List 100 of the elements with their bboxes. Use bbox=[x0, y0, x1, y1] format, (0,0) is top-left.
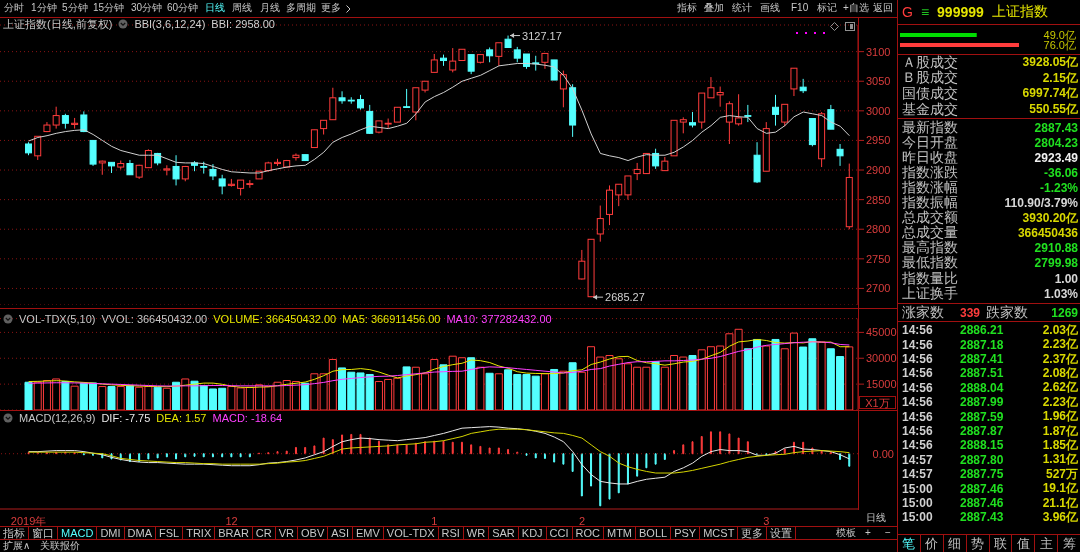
text: 昨日收盘 bbox=[902, 148, 958, 165]
text: CR bbox=[255, 527, 272, 539]
text: 2.37亿 bbox=[1042, 350, 1078, 367]
y-tick-label: 2750 bbox=[866, 252, 891, 265]
text: 势 bbox=[971, 536, 985, 551]
chart-title: 上证指数(日线,前复权) bbox=[3, 16, 113, 32]
text: 总成交额 bbox=[902, 209, 958, 226]
x-tick-label: 2019年 bbox=[10, 514, 47, 527]
ref-line-label: 0.00 bbox=[872, 447, 894, 460]
text: 最高指数 bbox=[902, 239, 958, 256]
text: 999999 bbox=[937, 4, 984, 20]
text: − bbox=[885, 527, 891, 538]
text: 总成交量 bbox=[902, 224, 958, 241]
x-tick-label: 2 bbox=[578, 514, 586, 527]
text: 1.31亿 bbox=[1042, 451, 1078, 468]
text: 14:57 bbox=[902, 452, 934, 467]
text: DIF: -7.75 bbox=[101, 412, 151, 424]
text: -36.06 bbox=[1043, 165, 1078, 180]
text: 多周期 bbox=[286, 2, 316, 13]
text: 窗口 bbox=[32, 527, 54, 539]
text: 14:56 bbox=[902, 366, 934, 381]
text: 1.96亿 bbox=[1042, 408, 1078, 425]
text: 3930.20亿 bbox=[1022, 209, 1078, 227]
x-tick-label: 1 bbox=[431, 514, 438, 527]
text: 最新指数 bbox=[902, 118, 958, 136]
text: 14:56 bbox=[902, 337, 934, 352]
text: X1万 bbox=[865, 397, 890, 409]
text: MACD: -18.64 bbox=[212, 412, 283, 424]
text: 14:57 bbox=[902, 467, 934, 482]
y-tick-label: 2950 bbox=[866, 134, 891, 147]
text: 周线 bbox=[232, 2, 252, 13]
text: SAR bbox=[492, 527, 515, 539]
annotation: 3127.17 bbox=[522, 29, 562, 42]
text: WR bbox=[466, 527, 486, 539]
text: 指数涨幅 bbox=[902, 178, 958, 195]
text: CCI bbox=[549, 527, 569, 539]
y-tick-label: 2900 bbox=[866, 163, 891, 176]
text: 关联报价 bbox=[40, 540, 80, 551]
text: G bbox=[902, 4, 913, 20]
annotation: VOLUME: 366450432.00 bbox=[213, 313, 337, 325]
text: 指标 bbox=[3, 527, 25, 539]
text: 366450436 bbox=[1017, 226, 1078, 241]
text: 分时 bbox=[4, 2, 24, 13]
x-tick-label: 12 bbox=[225, 514, 238, 527]
text: 2887.43 bbox=[1034, 120, 1078, 135]
text: ≡ bbox=[920, 4, 930, 20]
text: MACD bbox=[61, 527, 94, 539]
text: 60分钟 bbox=[167, 2, 199, 13]
y-tick-label: 3050 bbox=[866, 75, 891, 88]
annotation: BBI: 2958.00 bbox=[211, 18, 275, 30]
text: 上证指数 bbox=[991, 3, 1048, 21]
annotation: MA10: 377282432.00 bbox=[446, 313, 552, 325]
text: VR bbox=[278, 527, 294, 539]
text: 2887.43 bbox=[960, 510, 1005, 525]
text: 日线 bbox=[205, 2, 225, 13]
annotation: 2685.27 bbox=[605, 291, 645, 304]
text: OBV bbox=[301, 527, 325, 539]
text: 14:56 bbox=[902, 438, 934, 453]
text: 14:56 bbox=[902, 395, 934, 410]
text: 2888.04 bbox=[960, 380, 1005, 395]
text: 价 bbox=[925, 536, 939, 551]
y-tick-label: 3100 bbox=[866, 45, 891, 58]
data-label: 49.0亿 bbox=[1043, 29, 1076, 41]
y-tick-label: 3000 bbox=[866, 104, 891, 117]
text: +自选 bbox=[843, 2, 869, 13]
text: 2888.15 bbox=[960, 438, 1005, 453]
text: 标记 bbox=[817, 2, 837, 13]
text: 指数振幅 bbox=[902, 194, 958, 211]
text: 2887.46 bbox=[960, 495, 1005, 510]
text: 2887.87 bbox=[960, 423, 1005, 438]
text: 6997.74亿 bbox=[1022, 85, 1078, 103]
text: 19.1亿 bbox=[1042, 480, 1078, 497]
text: 339 bbox=[960, 306, 981, 320]
text: MACD(12,26,9) bbox=[19, 412, 96, 424]
x-tick-label: 3 bbox=[763, 514, 770, 527]
text: 1269 bbox=[1051, 306, 1078, 320]
text: BRAR bbox=[218, 527, 249, 539]
text: TRIX bbox=[186, 527, 212, 539]
text: 模板 bbox=[836, 527, 856, 538]
text: 更多 bbox=[321, 2, 341, 13]
text: 15:00 bbox=[902, 495, 934, 510]
text: 3928.05亿 bbox=[1022, 54, 1078, 72]
text: 14:56 bbox=[902, 323, 934, 338]
text: 110.90/3.79% bbox=[1004, 196, 1078, 211]
text: KDJ bbox=[521, 527, 543, 539]
y-tick-label: 45000 bbox=[866, 326, 897, 339]
text: 2.23亿 bbox=[1042, 336, 1078, 353]
text: ASI bbox=[331, 527, 349, 539]
text: 返回 bbox=[873, 2, 893, 13]
annotation: MA5: 366911456.00 bbox=[342, 313, 441, 325]
text: 叠加 bbox=[704, 2, 724, 13]
text: + bbox=[865, 527, 871, 538]
text: 2887.41 bbox=[960, 351, 1005, 366]
annotation: VOL-TDX(5,10) bbox=[19, 313, 96, 325]
text: BOLL bbox=[639, 527, 668, 539]
text: 15:00 bbox=[902, 510, 934, 525]
text: VOL-TDX bbox=[386, 527, 435, 539]
text: 指标 bbox=[677, 2, 697, 13]
text: 30分钟 bbox=[131, 2, 163, 13]
text: 1.85亿 bbox=[1042, 437, 1078, 453]
